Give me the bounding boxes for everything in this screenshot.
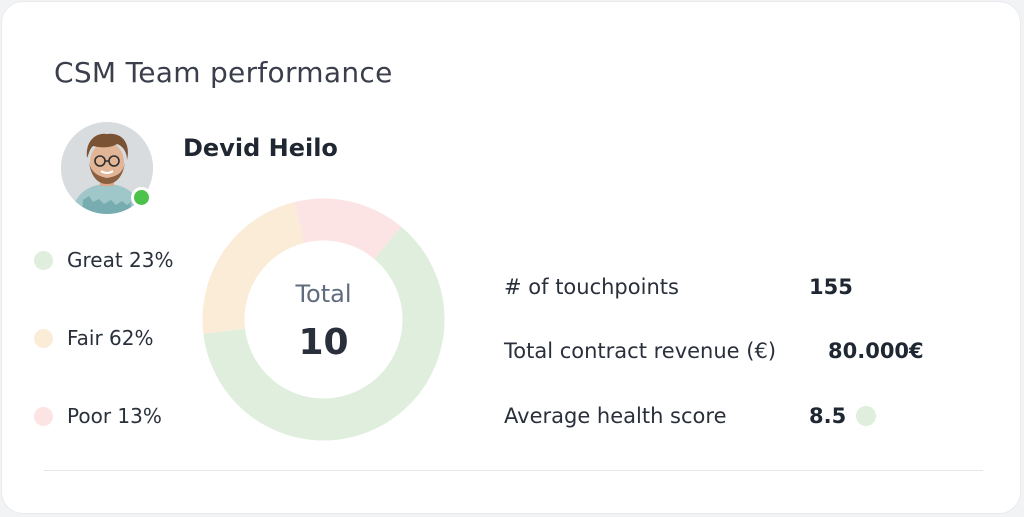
donut-center-label: Total — [295, 280, 352, 308]
avatar[interactable] — [61, 122, 153, 214]
legend-label-great: Great 23% — [67, 248, 174, 272]
avatar-photo — [61, 122, 153, 214]
donut-slice-fair[interactable] — [202, 202, 305, 334]
donut-chart: Total 10 — [202, 198, 445, 441]
metric-value-contract-revenue: 80.000€ — [828, 339, 924, 363]
legend-item-fair: Fair 62% — [34, 326, 154, 350]
donut-slice-poor[interactable] — [294, 198, 402, 259]
person-name: Devid Heilo — [183, 134, 338, 162]
legend-label-poor: Poor 13% — [67, 404, 162, 428]
donut-chart-svg — [202, 198, 445, 441]
legend-dot-great — [34, 250, 53, 270]
metric-label-contract-revenue: Total contract revenue (€) — [504, 339, 777, 363]
health-score-indicator-dot — [856, 406, 876, 426]
legend-dot-poor — [34, 406, 53, 426]
metric-value-touchpoints: 155 — [809, 275, 853, 299]
legend-item-poor: Poor 13% — [34, 404, 162, 428]
metric-label-health-score: Average health score — [504, 404, 727, 428]
metric-value-health-score: 8.5 — [809, 404, 847, 428]
metric-label-touchpoints: # of touchpoints — [504, 275, 679, 299]
legend-item-great: Great 23% — [34, 248, 174, 272]
card-title: CSM Team performance — [54, 56, 393, 89]
donut-slice-great[interactable] — [203, 226, 445, 441]
donut-center-value: 10 — [298, 322, 349, 363]
divider — [44, 470, 983, 471]
legend-dot-fair — [34, 328, 53, 348]
legend-label-fair: Fair 62% — [67, 326, 154, 350]
online-status-dot — [131, 187, 152, 208]
